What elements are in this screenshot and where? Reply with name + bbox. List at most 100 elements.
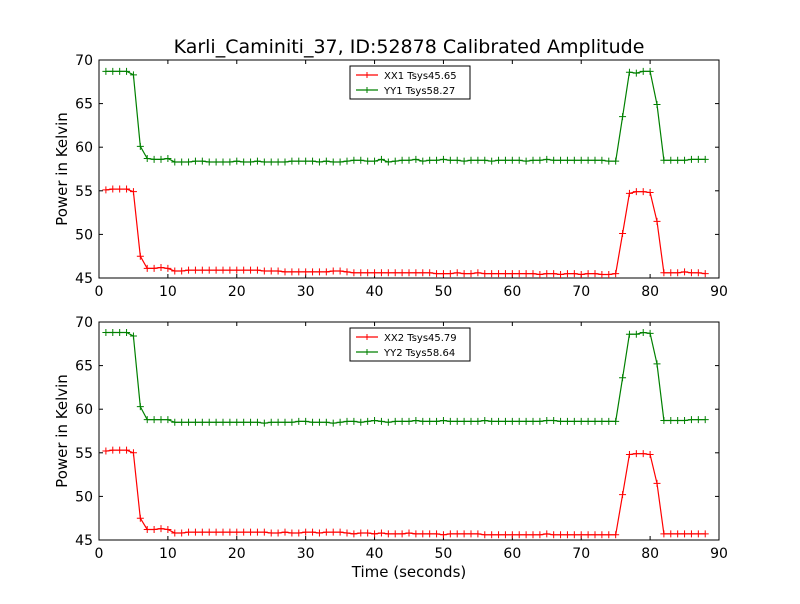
data-point <box>439 417 447 425</box>
data-point <box>240 266 248 274</box>
y-axis-label: Power in Kelvin <box>53 374 71 488</box>
y-tick-label: 70 <box>75 315 93 331</box>
data-point <box>295 529 303 537</box>
x-axis-label: Time (seconds) <box>351 563 467 581</box>
data-point <box>178 529 186 537</box>
legend-marker <box>364 87 370 93</box>
data-point <box>384 418 392 426</box>
data-point <box>205 528 213 536</box>
data-point <box>694 530 702 538</box>
x-tick-label: 50 <box>435 284 453 300</box>
data-point <box>619 113 627 121</box>
data-point <box>205 418 213 426</box>
data-point <box>253 266 261 274</box>
data-point <box>646 329 654 337</box>
data-point <box>667 530 675 538</box>
data-point <box>136 252 144 260</box>
data-point <box>150 416 158 424</box>
data-point <box>439 155 447 163</box>
legend-label: YY2 Tsys58.64 <box>383 348 455 359</box>
x-tick-label: 20 <box>228 284 246 300</box>
data-point <box>157 264 165 272</box>
data-point <box>557 156 565 164</box>
data-point <box>632 450 640 458</box>
series-yy <box>102 67 709 166</box>
data-point <box>364 157 372 165</box>
data-point <box>267 529 275 537</box>
x-tick-label: 70 <box>572 284 590 300</box>
data-point <box>687 416 695 424</box>
data-point <box>460 417 468 425</box>
x-tick-label: 90 <box>710 546 728 562</box>
y-tick-label: 70 <box>75 53 93 69</box>
data-point <box>171 418 179 426</box>
data-point <box>377 155 385 163</box>
data-point <box>598 271 606 279</box>
y-tick-label: 50 <box>75 489 93 505</box>
data-point <box>129 449 137 457</box>
data-point <box>584 156 592 164</box>
data-point <box>226 158 234 166</box>
data-point <box>653 100 661 108</box>
data-point <box>185 418 193 426</box>
data-point <box>219 158 227 166</box>
data-point <box>625 68 633 76</box>
data-point <box>570 156 578 164</box>
data-point <box>109 185 117 193</box>
data-point <box>495 156 503 164</box>
data-point <box>446 270 454 278</box>
data-point <box>171 529 179 537</box>
data-point <box>143 155 151 163</box>
data-point <box>433 156 441 164</box>
x-tick-label: 60 <box>503 546 521 562</box>
data-point <box>185 158 193 166</box>
data-point <box>240 418 248 426</box>
data-point <box>701 530 709 538</box>
data-point <box>639 328 647 336</box>
data-point <box>336 528 344 536</box>
data-point <box>136 514 144 522</box>
data-point <box>543 270 551 278</box>
data-point <box>336 158 344 166</box>
data-point <box>281 528 289 536</box>
data-point <box>123 67 131 75</box>
x-tick-label: 20 <box>228 546 246 562</box>
data-point <box>253 418 261 426</box>
data-point <box>667 417 675 425</box>
data-point <box>274 529 282 537</box>
y-axis-label: Power in Kelvin <box>53 112 71 226</box>
data-point <box>529 531 537 539</box>
plot-panel-1: 0 10 20 30 40 50 60 70 80 90 45 50 55 60 65 70 Power in … <box>53 53 728 300</box>
data-point <box>701 155 709 163</box>
data-point <box>584 417 592 425</box>
data-point <box>508 531 516 539</box>
data-point <box>577 531 585 539</box>
data-point <box>660 530 668 538</box>
data-point <box>357 269 365 277</box>
data-point <box>295 268 303 276</box>
data-point <box>371 417 379 425</box>
data-point <box>240 158 248 166</box>
data-point <box>377 417 385 425</box>
data-point <box>653 479 661 487</box>
plot-panel-2: 0 10 20 30 40 50 60 70 80 90 45 50 55 60 65 70 Power in … <box>53 315 728 581</box>
x-tick-label: 0 <box>95 546 104 562</box>
data-point <box>619 230 627 238</box>
data-point <box>371 530 379 538</box>
data-point <box>350 417 358 425</box>
x-tick-label: 30 <box>297 546 315 562</box>
data-point <box>495 270 503 278</box>
data-point <box>453 530 461 538</box>
data-point <box>281 418 289 426</box>
data-point <box>563 531 571 539</box>
data-point <box>129 71 137 79</box>
data-point <box>577 156 585 164</box>
data-point <box>612 157 620 165</box>
data-point <box>329 528 337 536</box>
data-point <box>474 156 482 164</box>
chart-title: Karli_Caminiti_37, ID:52878 Calibrated A… <box>174 36 645 58</box>
data-point <box>398 417 406 425</box>
data-point <box>474 417 482 425</box>
data-point <box>605 271 613 279</box>
